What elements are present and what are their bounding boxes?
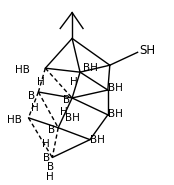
Text: HB: HB	[7, 115, 22, 125]
Text: H: H	[70, 77, 78, 87]
Text: B: B	[63, 95, 70, 105]
Text: HB: HB	[15, 65, 29, 75]
Text: B: B	[28, 91, 35, 101]
Text: BH: BH	[108, 83, 123, 93]
Text: H: H	[31, 103, 38, 113]
Text: H: H	[46, 172, 54, 182]
Text: H: H	[42, 139, 50, 149]
Text: SH: SH	[140, 44, 156, 57]
Text: BH: BH	[108, 109, 123, 119]
Text: B: B	[43, 152, 50, 162]
Text: BH: BH	[65, 113, 80, 123]
Text: H: H	[60, 107, 68, 117]
Text: B: B	[47, 162, 54, 172]
Text: H: H	[37, 77, 44, 87]
Text: BH: BH	[90, 135, 105, 145]
Text: BH: BH	[83, 63, 98, 73]
Text: B: B	[48, 125, 55, 135]
